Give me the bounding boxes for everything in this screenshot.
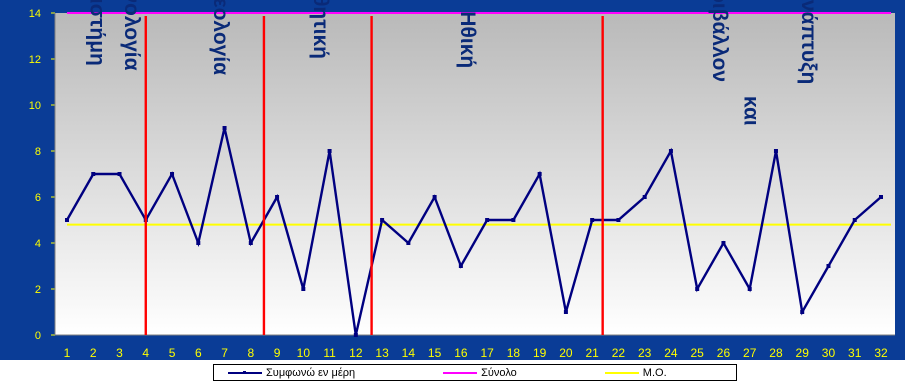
annotation-2: Θεολογία: [209, 0, 232, 75]
x-tick-label-19: 20: [559, 346, 573, 360]
x-tick-label-29: 30: [822, 346, 836, 360]
x-tick-label-22: 23: [638, 346, 652, 360]
legend-label-series-0: Συμφωνώ εν μέρη: [266, 366, 356, 379]
series-0-point-20: [590, 218, 595, 222]
annotation-6: και: [740, 96, 763, 126]
x-tick-label-0: 1: [64, 346, 71, 360]
legend-item-series-1: Σύνολο: [443, 367, 517, 379]
series-0-point-4: [170, 172, 175, 176]
y-tick-label-3: 6: [35, 192, 41, 204]
y-tick-label-1: 2: [35, 284, 41, 296]
x-tick-label-24: 25: [691, 346, 705, 360]
x-tick-label-5: 6: [195, 346, 202, 360]
separator-layer: [144, 16, 604, 335]
series-0-point-27: [773, 149, 778, 153]
x-tick-label-30: 31: [848, 346, 862, 360]
x-tick-label-20: 21: [585, 346, 599, 360]
legend-label-series-1: Σύνολο: [481, 366, 517, 379]
legend-swatch-series-0: [228, 370, 262, 374]
series-0-point-19: [563, 310, 568, 314]
series-0-point-1: [91, 172, 96, 176]
y-axis: 0 2 4 6 8 10 12 14: [29, 8, 56, 342]
series-0-point-12: [380, 218, 385, 222]
x-tick-label-23: 24: [664, 346, 678, 360]
x-tick-label-12: 13: [375, 346, 389, 360]
x-tick-label-26: 27: [743, 346, 757, 360]
series-0-point-9: [301, 287, 306, 291]
series-0-point-21: [616, 218, 621, 222]
series-0-point-0: [65, 218, 69, 222]
annotation-layer: Επιστήμη τεχνολογία Θεολογία Αισθητική Ηθική…: [86, 0, 821, 126]
series-layer: [65, 12, 891, 337]
series-0-point-31: [879, 195, 883, 199]
legend-swatch-series-1: [443, 371, 478, 374]
series-0-point-25: [721, 241, 726, 245]
y-tick-label-4: 8: [35, 146, 41, 158]
series-0-point-23: [668, 149, 673, 153]
x-tick-label-11: 12: [349, 346, 363, 360]
series-0-point-28: [800, 310, 805, 314]
series-0-point-29: [826, 264, 831, 268]
x-tick-label-18: 19: [533, 346, 547, 360]
x-tick-label-3: 4: [142, 346, 149, 360]
legend-label-series-2: Μ.Ο.: [642, 366, 667, 379]
series-0-point-10: [327, 149, 332, 153]
series-0-point-15: [458, 264, 463, 268]
x-tick-label-21: 22: [612, 346, 626, 360]
x-tick-label-31: 32: [874, 346, 888, 360]
y-tick-label-5: 10: [29, 100, 41, 112]
x-tick-label-6: 7: [221, 346, 228, 360]
series-0-point-16: [485, 218, 490, 222]
annotation-5: Περιβάλλον: [708, 0, 731, 82]
x-tick-label-15: 16: [454, 346, 468, 360]
series-0-point-5: [196, 241, 201, 245]
plot-area: [55, 13, 895, 335]
y-tick-label-7: 14: [29, 8, 41, 20]
series-0-point-26: [747, 287, 752, 291]
series-0-point-22: [642, 195, 647, 199]
annotation-4: Ηθική: [456, 11, 479, 68]
series-0-point-2: [117, 172, 122, 176]
annotation-7: Ανάπτυξη: [797, 0, 820, 84]
series-0-point-7: [248, 241, 253, 245]
x-tick-label-8: 9: [274, 346, 281, 360]
series-0-point-6: [222, 126, 227, 130]
x-tick-label-7: 8: [247, 346, 254, 360]
legend-item-series-2: Μ.Ο.: [604, 366, 667, 379]
x-tick-label-9: 10: [297, 346, 311, 360]
y-tick-label-0: 0: [35, 330, 41, 342]
annotation-0: Επιστήμη: [86, 0, 109, 66]
x-tick-label-1: 2: [90, 346, 97, 360]
x-tick-label-13: 14: [402, 346, 416, 360]
x-tick-label-25: 26: [717, 346, 731, 360]
x-tick-label-27: 28: [769, 346, 783, 360]
legend-swatch-series-2: [604, 371, 639, 374]
legend: Συμφωνώ εν μέρη Σύνολο Μ.Ο.: [213, 364, 737, 381]
series-0-point-30: [852, 218, 857, 222]
x-tick-label-17: 18: [507, 346, 521, 360]
y-tick-label-6: 12: [29, 54, 41, 66]
x-tick-label-28: 29: [796, 346, 810, 360]
annotation-1: τεχνολογία: [120, 0, 143, 71]
legend-item-series-0: Συμφωνώ εν μέρη: [228, 367, 355, 379]
x-tick-label-4: 5: [169, 346, 176, 360]
x-axis: 1 2 3 4 5 6 7 8 9 10 11 12 13 14 15 16 17 18 19 20 21 22 23 24 2…: [55, 334, 895, 360]
series-0-point-14: [432, 195, 437, 199]
series-0-point-11: [353, 333, 358, 337]
y-tick-label-2: 4: [35, 238, 41, 250]
x-tick-label-2: 3: [116, 346, 123, 360]
series-0-point-18: [537, 172, 542, 176]
x-tick-label-14: 15: [428, 346, 442, 360]
series-0-point-8: [275, 195, 280, 199]
annotation-3: Αισθητική: [309, 0, 332, 59]
x-tick-label-10: 11: [323, 346, 336, 360]
series-line-0: [65, 127, 882, 336]
series-0-point-17: [511, 218, 516, 222]
x-tick-label-16: 17: [480, 346, 494, 360]
series-0-point-13: [406, 241, 411, 245]
series-0-point-24: [695, 287, 700, 291]
